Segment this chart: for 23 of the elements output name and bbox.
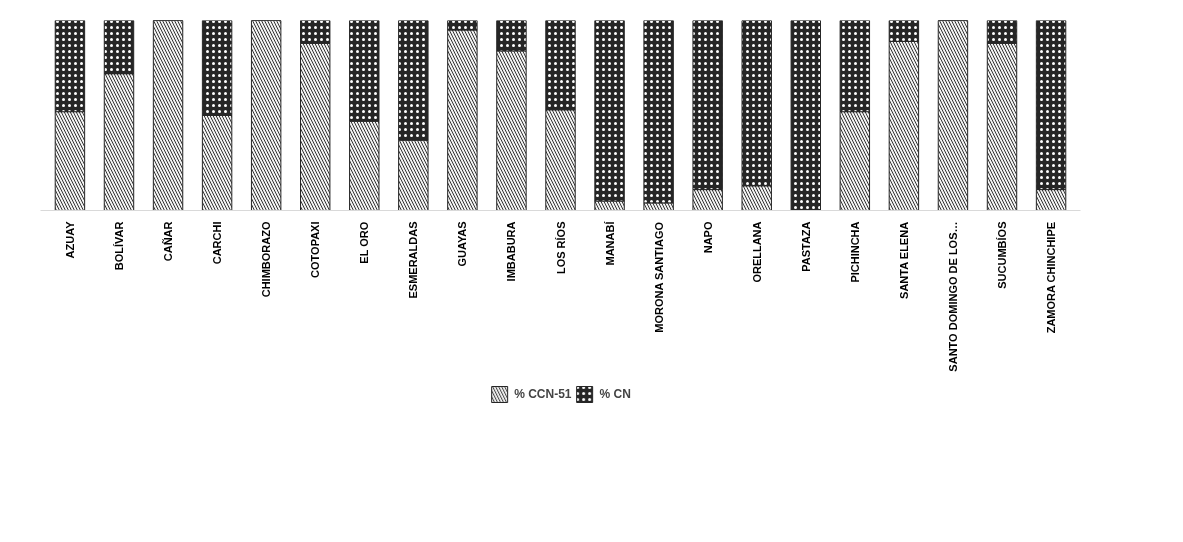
x-tick-label: AZUAY (63, 220, 76, 259)
x-tick-label: MANABÍ (603, 220, 616, 266)
x-tick-label: EL ORO (358, 221, 371, 264)
x-tick-label: BOLÍVAR (112, 221, 125, 271)
legend-label: % CCN-51 (514, 387, 572, 401)
x-tick-label: SANTA ELENA (897, 221, 910, 299)
x-tick-label: MORONA SANTIAGO (652, 221, 665, 333)
x-tick-label: ORELLANA (750, 221, 763, 283)
x-tick-label: ESMERALDAS (407, 221, 420, 299)
x-tick-label: GUAYAS (456, 221, 469, 267)
x-tick-label: LOS RÍOS (554, 221, 567, 275)
x-tick-label: IMBABURA (505, 221, 518, 282)
x-tick-label: CAÑAR (162, 221, 175, 262)
x-tick-label: NAPO (701, 221, 714, 254)
x-tick-label: PICHINCHA (848, 221, 861, 283)
x-tick-label: SUCUMBÍOS (996, 221, 1009, 289)
x-tick-label: COTOPAXI (309, 221, 322, 278)
x-tick-label: SANTO DOMINGO DE LOS… (946, 221, 959, 372)
x-tick-label: CHIMBORAZO (260, 221, 273, 298)
x-tick-label: ZAMORA CHINCHIPE (1045, 221, 1058, 334)
x-tick-label: CARCHI (211, 221, 224, 265)
x-tick-label: PASTAZA (799, 221, 812, 272)
legend-label: % CN (599, 387, 631, 401)
